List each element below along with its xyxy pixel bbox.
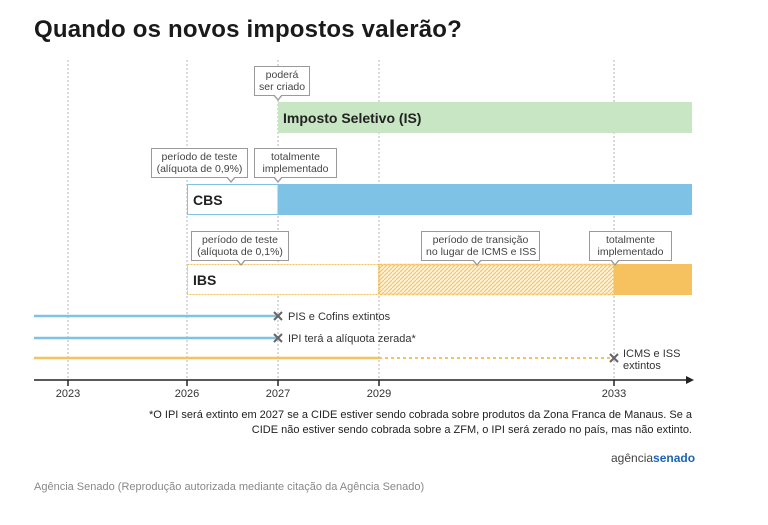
callout-ibs-transicao: período de transição no lugar de ICMS e …	[421, 231, 540, 266]
callout-cbs-periodo-teste: período de teste (alíquota de 0,9%)	[151, 148, 248, 183]
year-label: 2029	[366, 388, 392, 400]
logo-part2: senado	[653, 451, 696, 465]
year-label: 2027	[265, 388, 291, 400]
callout-text: totalmente implementado	[597, 234, 664, 258]
year-label: 2026	[174, 388, 200, 400]
callout-cbs-totalmente: totalmente implementado	[254, 148, 337, 183]
callout-text: período de transição no lugar de ICMS e …	[426, 234, 537, 258]
icms-iss-label: ICMS e ISS extintos	[623, 348, 681, 372]
pis-cofins-x-icon	[273, 311, 283, 321]
ibs-label: IBS	[193, 272, 217, 288]
callout-text: poderá ser criado	[259, 69, 306, 93]
ibs-test-period	[187, 264, 379, 295]
icms-iss-x-icon	[609, 353, 619, 363]
cbs-test-period	[187, 184, 279, 215]
axis-ticks	[67, 380, 615, 386]
credit-text: Agência Senado (Reprodução autorizada me…	[34, 481, 425, 493]
cbs-full-bar	[278, 184, 692, 215]
logo-part1: agência	[611, 451, 654, 465]
callout-text: totalmente implementado	[262, 151, 329, 175]
is-bar	[278, 102, 692, 133]
agencia-senado-logo: agênciasenado	[611, 451, 695, 465]
ibs-transition-period	[378, 263, 615, 296]
ipi-label: IPI terá a alíquota zerada*	[288, 333, 416, 345]
year-label: 2033	[601, 388, 627, 400]
axis-arrow-icon	[686, 376, 694, 384]
footnote: *O IPI será extinto em 2027 se a CIDE es…	[149, 409, 692, 436]
callout-is-pode-ser-criado: poderá ser criado	[254, 66, 310, 101]
year-label: 2023	[55, 388, 81, 400]
callout-ibs-periodo-teste: período de teste (alíquota de 0,1%)	[191, 231, 289, 266]
ipi-x-icon	[273, 333, 283, 343]
is-label: Imposto Seletivo (IS)	[283, 110, 422, 126]
callout-text: período de teste (alíquota de 0,9%)	[156, 151, 243, 175]
ibs-full-bar	[614, 264, 692, 295]
cbs-label: CBS	[193, 192, 223, 208]
page-title: Quando os novos impostos valerão?	[34, 16, 463, 43]
callout-text: período de teste (alíquota de 0,1%)	[197, 234, 283, 258]
callout-ibs-totalmente: totalmente implementado	[589, 231, 672, 266]
pis-cofins-label: PIS e Cofins extintos	[288, 311, 391, 323]
